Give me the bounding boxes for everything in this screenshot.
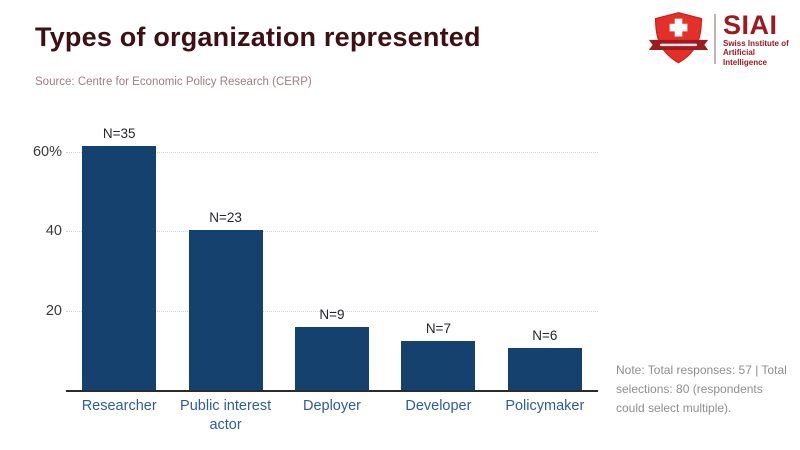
bar-developer [401, 341, 476, 390]
bar-value-label-deployer: N=9 [319, 307, 345, 323]
source-line: Source: Centre for Economic Policy Resea… [35, 76, 312, 88]
siai-logo: SIAI Swiss Institute of Artificial Intel… [648, 10, 800, 68]
logo-text: SIAI Swiss Institute of Artificial Intel… [723, 11, 800, 68]
x-tick-label-developer: Developer [405, 398, 472, 414]
gridline-60 [66, 152, 598, 153]
bar-researcher [82, 146, 157, 390]
bar-value-label-public-interest-actor: N=23 [209, 209, 242, 225]
bar-value-label-policymaker: N=6 [532, 328, 558, 344]
bar-value-label-developer: N=7 [425, 321, 451, 337]
logo-name-line2: Artificial Intelligence [722, 48, 767, 67]
logo-divider [714, 14, 716, 64]
swiss-shield-icon [648, 12, 709, 64]
x-tick-label-public-interest-actor: Public interest actor [180, 398, 272, 433]
x-tick-label-policymaker: Policymaker [505, 398, 585, 414]
y-tick-label-60: 60% [32, 144, 62, 160]
x-axis-line [66, 390, 598, 392]
bar-deployer [295, 327, 369, 390]
logo-acronym: SIAI [722, 9, 778, 40]
logo-name-line1: Swiss Institute of [722, 38, 789, 48]
note-text: Note: Total responses: 57 | Total select… [616, 363, 787, 415]
x-tick-label-deployer: Deployer [302, 398, 362, 414]
bar-policymaker [507, 348, 582, 390]
gridline-40 [66, 231, 598, 233]
bar-public-interest-actor [188, 229, 263, 390]
x-tick-label-researcher: Researcher [81, 398, 157, 414]
y-tick-label-20: 20 [45, 302, 62, 319]
y-tick-label-40: 40 [45, 223, 62, 240]
gridline-20 [66, 310, 598, 312]
page-title: Types of organization represented [35, 22, 481, 52]
bar-value-label-researcher: N=35 [102, 126, 136, 142]
